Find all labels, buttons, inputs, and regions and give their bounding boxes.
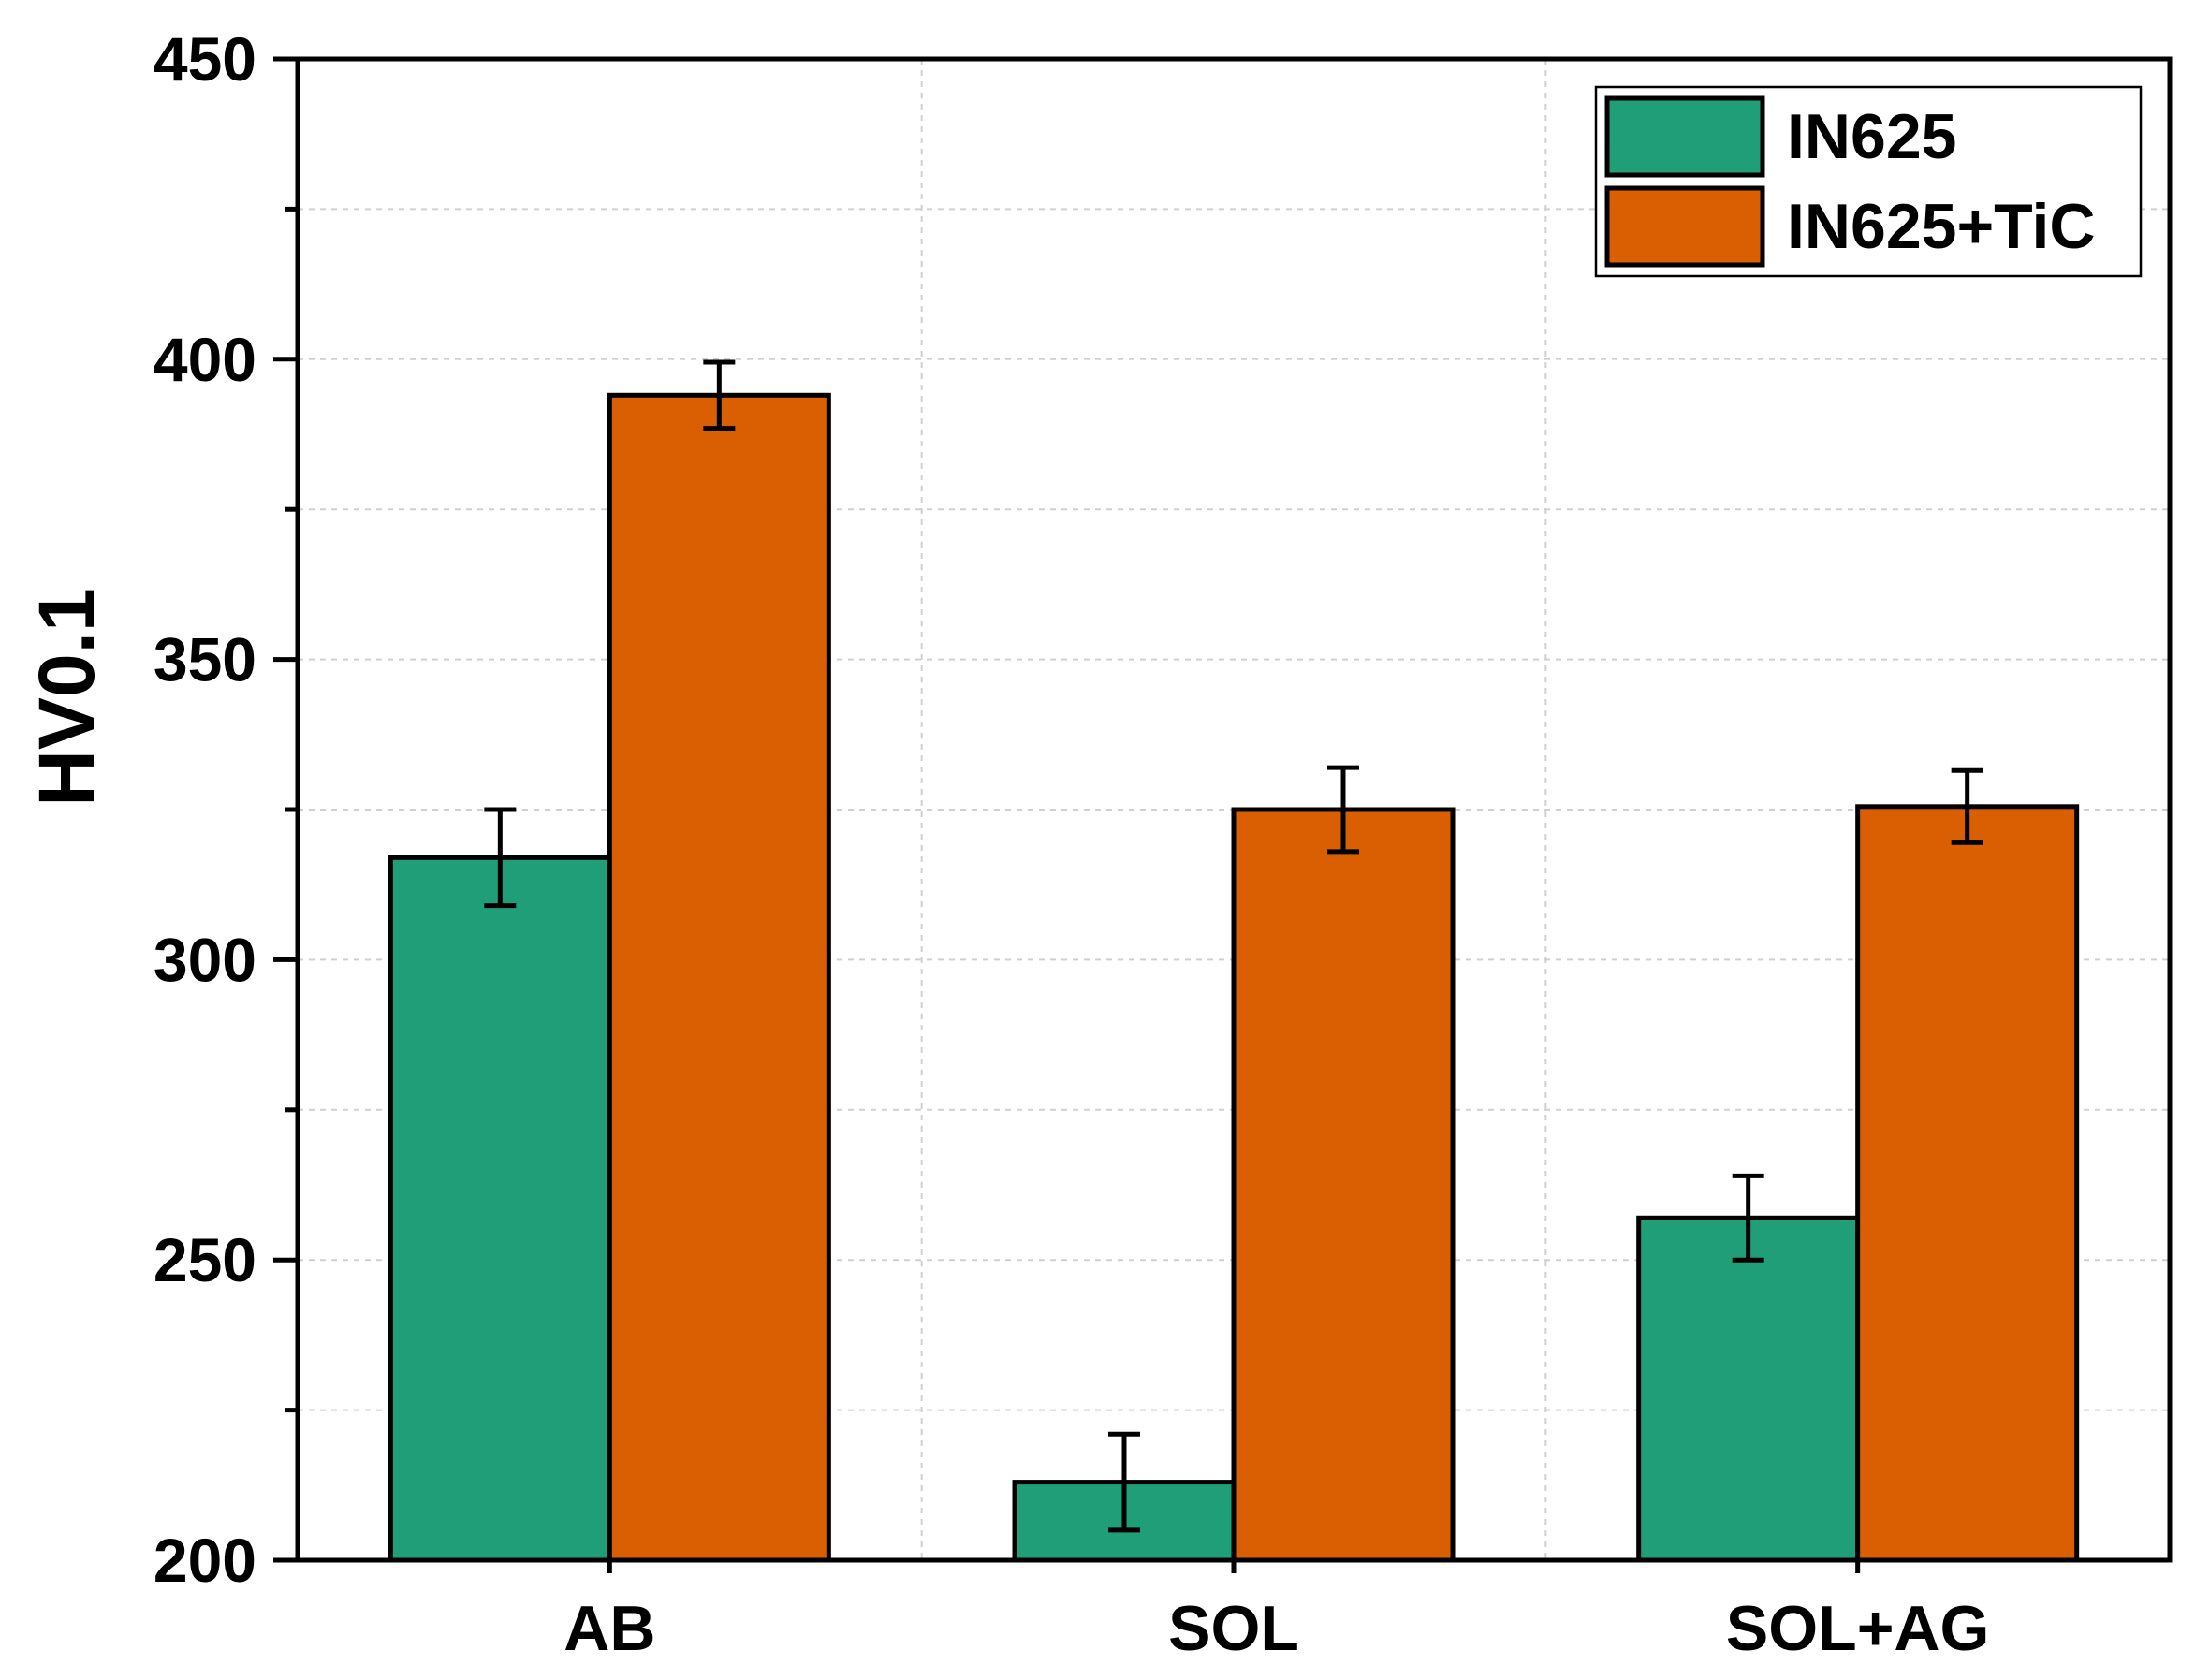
bar-in625-tic-sol-ag <box>1855 804 2080 1563</box>
x-tick-label: SOL <box>1168 1593 1299 1664</box>
x-tick-label: AB <box>563 1593 655 1664</box>
legend-swatch <box>1604 185 1765 268</box>
y-axis-label: HV0.1 <box>22 588 110 806</box>
legend-label: IN625 <box>1787 101 1956 172</box>
error-bar <box>1951 767 1983 845</box>
bar-in625-ab <box>388 855 612 1563</box>
ticks-layer: AB SOL SOL+AG 200 250 300 350 400 450 <box>154 24 1990 1664</box>
error-bar <box>1732 1173 1764 1263</box>
error-bar <box>703 359 736 431</box>
bar-in625-tic-sol <box>1231 807 1456 1563</box>
error-bar <box>484 807 517 909</box>
y-tick-label: 200 <box>154 1526 256 1595</box>
y-tick-label: 300 <box>154 925 256 994</box>
legend-items: IN625 IN625+TiC <box>1604 95 2095 268</box>
bars-layer <box>388 392 2080 1563</box>
y-tick-label: 400 <box>154 325 256 394</box>
legend-label: IN625+TiC <box>1787 191 2095 262</box>
error-bar <box>1327 765 1359 855</box>
bar-in625-tic-ab <box>607 392 831 1563</box>
legend-swatch <box>1604 95 1765 178</box>
error-bar <box>1108 1431 1140 1533</box>
bar-in625-sol-ag <box>1636 1215 1861 1563</box>
x-tick-label: SOL+AG <box>1726 1593 1990 1664</box>
y-tick-label: 350 <box>154 625 256 694</box>
y-tick-label: 450 <box>154 24 256 94</box>
error-bars-layer <box>484 359 1983 1533</box>
y-tick-label: 250 <box>154 1225 256 1294</box>
legend: IN625 IN625+TiC <box>1594 85 2143 278</box>
